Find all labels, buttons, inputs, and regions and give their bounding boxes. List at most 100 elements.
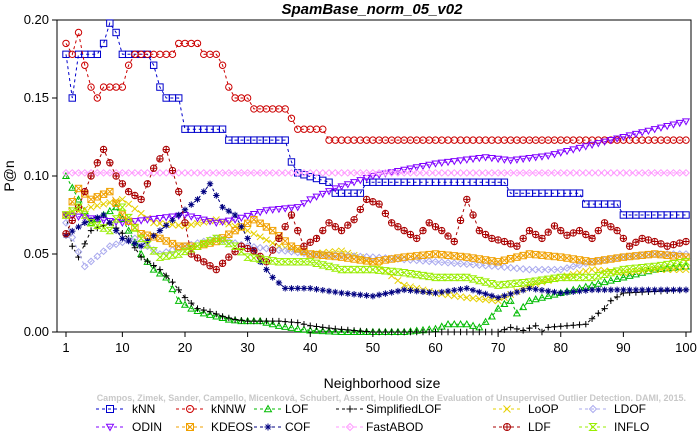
x-tick-label: 80 bbox=[554, 340, 568, 355]
data-point bbox=[563, 231, 571, 239]
data-point bbox=[563, 289, 571, 296]
data-point bbox=[506, 263, 515, 272]
data-point bbox=[569, 146, 578, 154]
data-point bbox=[350, 327, 358, 334]
data-point bbox=[243, 253, 253, 261]
data-point bbox=[557, 289, 564, 297]
data-point bbox=[413, 252, 421, 260]
data-point bbox=[199, 309, 208, 317]
data-point bbox=[199, 216, 208, 224]
data-point bbox=[357, 327, 364, 335]
data-point bbox=[607, 297, 615, 304]
data-point bbox=[606, 269, 616, 277]
data-point bbox=[168, 251, 177, 259]
data-point bbox=[638, 129, 647, 137]
data-point bbox=[506, 240, 515, 248]
data-point bbox=[156, 83, 164, 91]
data-point bbox=[557, 323, 564, 330]
data-point bbox=[218, 259, 227, 268]
data-point bbox=[124, 187, 133, 196]
data-point bbox=[519, 286, 527, 294]
legend-label: LDF bbox=[528, 420, 551, 434]
data-point bbox=[300, 242, 308, 250]
data-point bbox=[243, 212, 252, 221]
data-point bbox=[299, 325, 309, 333]
data-point bbox=[99, 190, 108, 198]
data-point bbox=[281, 223, 289, 231]
data-point bbox=[438, 226, 446, 235]
data-point bbox=[69, 227, 76, 235]
data-point bbox=[338, 326, 345, 333]
data-point bbox=[68, 198, 76, 206]
data-point bbox=[532, 286, 539, 293]
data-point bbox=[456, 273, 465, 282]
data-point bbox=[550, 252, 559, 261]
data-point bbox=[425, 161, 434, 169]
data-point bbox=[300, 168, 308, 177]
data-point bbox=[68, 168, 77, 177]
data-point bbox=[268, 226, 277, 235]
data-point bbox=[100, 211, 107, 219]
data-point bbox=[619, 168, 628, 177]
data-point bbox=[300, 285, 308, 292]
data-point bbox=[431, 273, 440, 282]
data-point bbox=[488, 234, 496, 243]
data-point bbox=[256, 233, 264, 241]
data-point bbox=[488, 292, 496, 300]
data-point bbox=[187, 221, 195, 229]
data-point bbox=[631, 264, 641, 273]
data-point bbox=[81, 240, 88, 248]
data-point bbox=[418, 271, 428, 280]
data-point bbox=[451, 328, 458, 336]
data-point bbox=[155, 215, 164, 223]
data-point bbox=[356, 168, 365, 177]
data-point bbox=[519, 251, 527, 260]
data-point bbox=[293, 324, 302, 332]
data-point bbox=[469, 328, 477, 336]
data-point bbox=[262, 207, 271, 215]
data-point bbox=[156, 155, 164, 163]
data-point bbox=[450, 237, 458, 246]
data-point bbox=[92, 221, 102, 230]
data-point bbox=[262, 223, 271, 231]
data-point bbox=[556, 265, 565, 274]
data-point bbox=[562, 147, 572, 156]
legend-item-lof: LOF bbox=[254, 402, 308, 416]
data-point bbox=[130, 218, 139, 226]
data-point bbox=[337, 168, 346, 177]
data-point bbox=[174, 296, 183, 304]
data-point bbox=[319, 226, 327, 235]
data-point bbox=[275, 279, 283, 287]
data-point bbox=[337, 265, 346, 274]
data-point bbox=[87, 227, 95, 234]
data-point bbox=[174, 250, 184, 258]
data-point bbox=[519, 302, 528, 311]
data-point bbox=[575, 261, 584, 269]
data-point bbox=[526, 285, 533, 292]
data-point bbox=[281, 136, 289, 144]
x-tick-label: 70 bbox=[491, 340, 505, 355]
data-point bbox=[556, 168, 565, 177]
data-point bbox=[181, 294, 189, 301]
data-point bbox=[175, 286, 182, 294]
data-point bbox=[243, 219, 252, 228]
data-point bbox=[230, 242, 240, 250]
data-point bbox=[676, 266, 684, 274]
series-line-knnw bbox=[65, 32, 686, 141]
series-line-loop bbox=[65, 198, 686, 302]
data-point bbox=[443, 319, 453, 328]
data-point bbox=[582, 230, 590, 239]
data-point bbox=[494, 168, 503, 177]
data-point bbox=[149, 215, 158, 224]
data-point bbox=[281, 205, 290, 213]
data-point bbox=[161, 252, 171, 260]
data-point bbox=[487, 312, 496, 320]
data-point bbox=[413, 287, 420, 295]
data-point bbox=[112, 227, 120, 234]
data-point bbox=[593, 272, 603, 280]
data-point bbox=[343, 181, 352, 189]
data-point bbox=[469, 168, 477, 177]
data-point bbox=[368, 168, 377, 177]
data-point bbox=[375, 257, 383, 265]
data-point bbox=[111, 215, 121, 223]
